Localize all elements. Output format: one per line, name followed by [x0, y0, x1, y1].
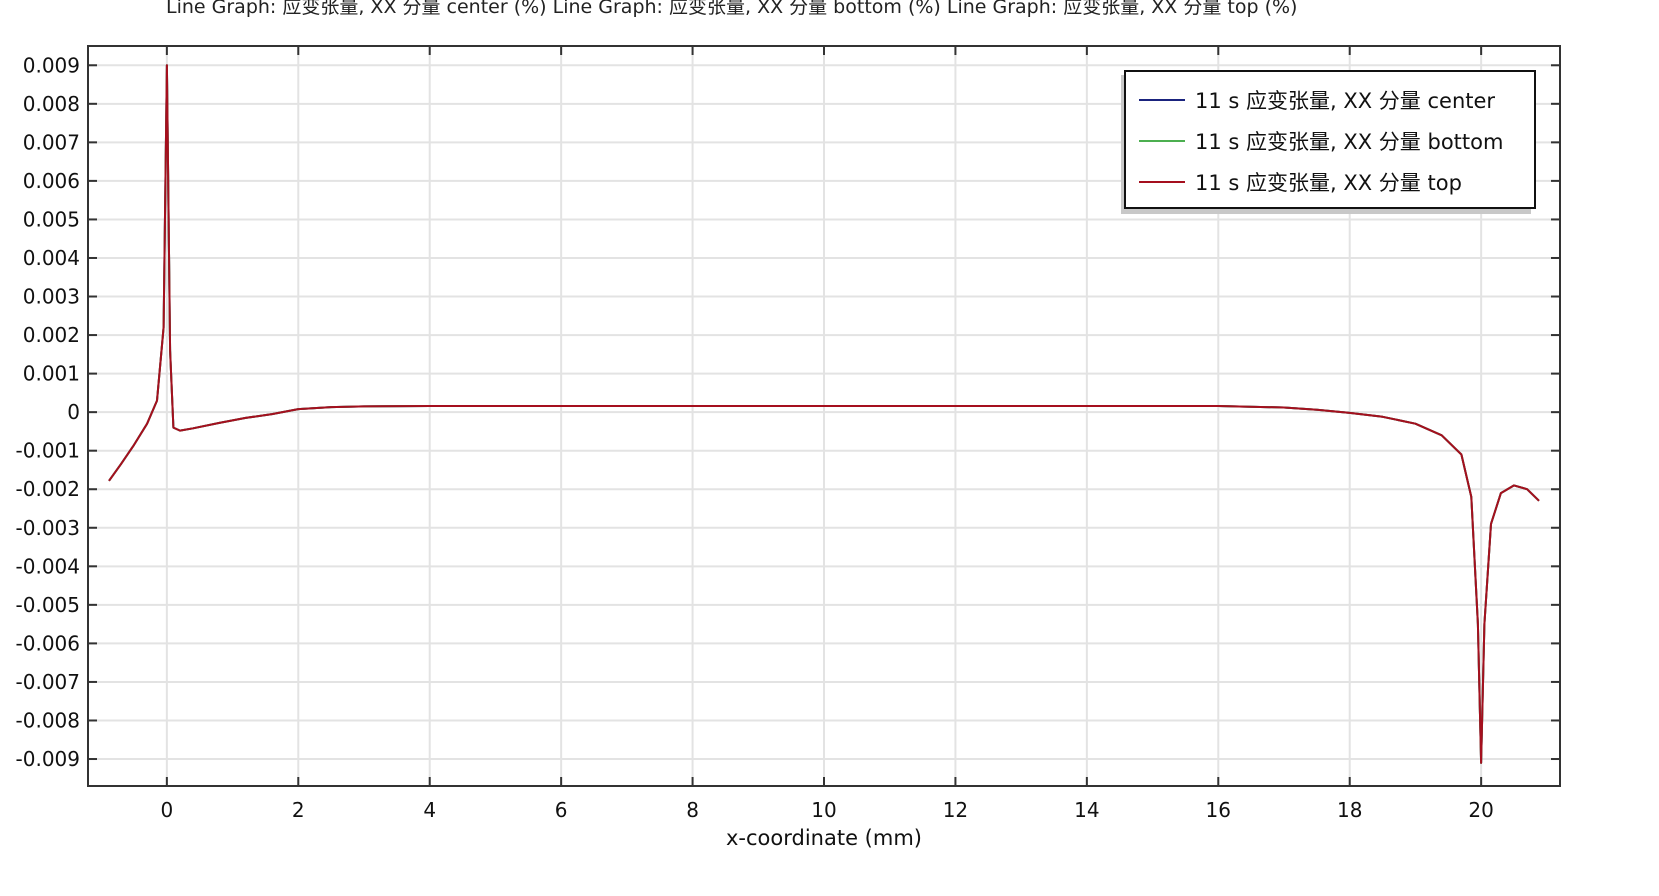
y-tick-label: -0.006: [16, 631, 80, 655]
legend: 11 s 应变张量, XX 分量 center 11 s 应变张量, XX 分量 …: [1121, 70, 1536, 214]
tick-marks: [88, 46, 1560, 786]
y-tick-label: 0.008: [23, 92, 80, 116]
y-tick-label: -0.003: [16, 516, 80, 540]
x-tick-label: 4: [423, 798, 436, 822]
x-tick-labels: 0 2 4 6 8 10 12 14 16 18 20: [160, 798, 1493, 822]
y-tick-label: 0.007: [23, 130, 80, 154]
series-lines: [108, 64, 1540, 764]
series-line-3: [108, 64, 1540, 764]
y-tick-label: 0: [67, 400, 80, 424]
legend-label: 11 s 应变张量, XX 分量 center: [1195, 89, 1495, 113]
y-tick-label: 0.006: [23, 169, 80, 193]
x-tick-label: 18: [1337, 798, 1362, 822]
x-tick-label: 6: [555, 798, 568, 822]
x-tick-label: 16: [1206, 798, 1231, 822]
x-axis-label: x-coordinate (mm): [726, 826, 922, 850]
y-tick-labels: 0.009 0.008 0.007 0.006 0.005 0.004 0.003 0.002…: [16, 53, 80, 771]
chart-title: Line Graph: 应变张量, XX 分量 center (%) Line …: [166, 0, 1297, 18]
y-tick-label: 0.005: [23, 207, 80, 231]
y-tick-label: -0.002: [16, 477, 80, 501]
x-tick-label: 8: [686, 798, 699, 822]
x-tick-label: 10: [811, 798, 836, 822]
y-tick-label: -0.007: [16, 670, 80, 694]
x-tick-label: 2: [292, 798, 305, 822]
y-tick-label: -0.009: [16, 747, 80, 771]
y-tick-label: -0.008: [16, 708, 80, 732]
y-tick-label: -0.004: [16, 554, 80, 578]
y-tick-label: 0.009: [23, 53, 80, 77]
y-tick-label: 0.002: [23, 323, 80, 347]
x-tick-label: 12: [943, 798, 968, 822]
legend-label: 11 s 应变张量, XX 分量 top: [1195, 171, 1462, 195]
y-tick-label: 0.004: [23, 246, 80, 270]
legend-label: 11 s 应变张量, XX 分量 bottom: [1195, 130, 1503, 154]
x-tick-label: 20: [1468, 798, 1493, 822]
legend-box: [1124, 70, 1536, 209]
y-tick-label: 0.003: [23, 285, 80, 309]
y-tick-label: -0.005: [16, 593, 80, 617]
x-tick-label: 0: [160, 798, 173, 822]
y-tick-label: -0.001: [16, 439, 80, 463]
y-tick-label: 0.001: [23, 362, 80, 386]
x-tick-label: 14: [1074, 798, 1099, 822]
